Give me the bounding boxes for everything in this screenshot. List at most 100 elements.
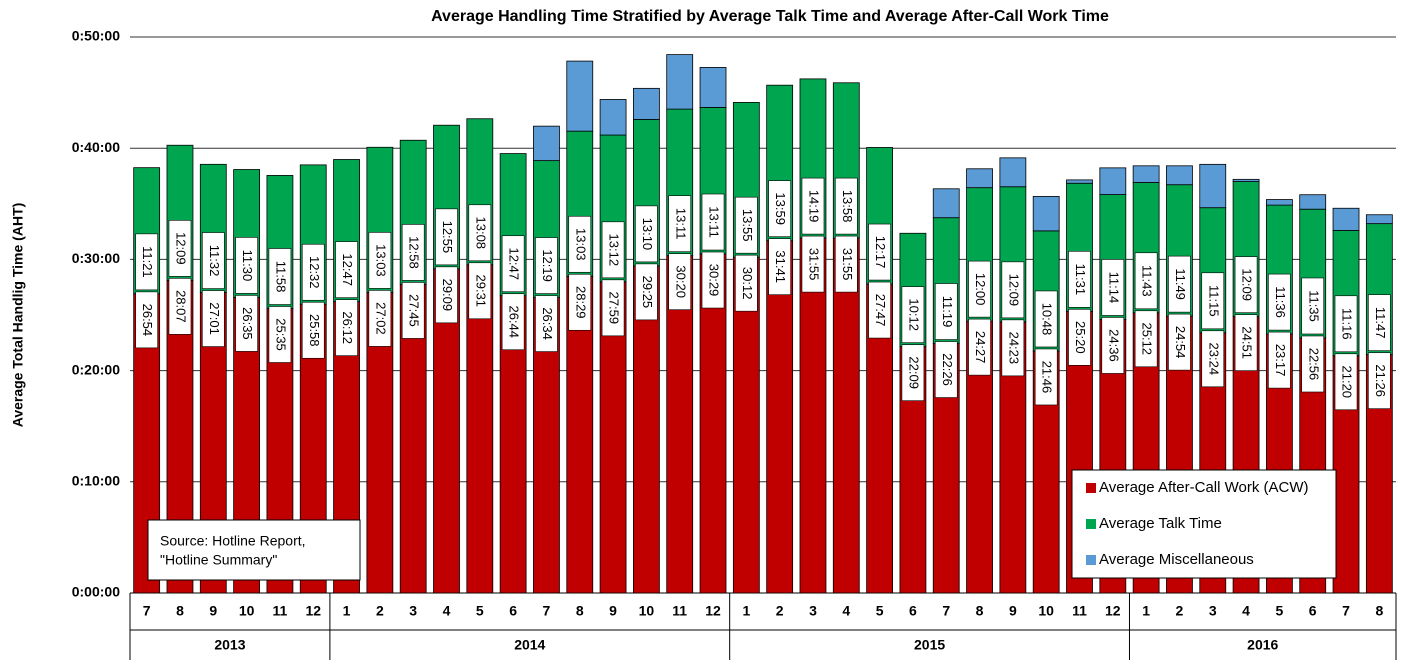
- value-label-box: [801, 235, 825, 293]
- value-label-box: [601, 279, 625, 337]
- x-tick-label: 7: [143, 603, 151, 619]
- value-label: 11:16: [1340, 308, 1355, 340]
- legend-swatch: [1086, 483, 1096, 493]
- value-label: 13:58: [840, 190, 855, 223]
- x-tick-label: 3: [809, 603, 817, 619]
- x-tick-label: 9: [609, 603, 617, 619]
- bar-segment: [1332, 207, 1360, 231]
- bar-segment: [832, 237, 860, 594]
- value-label: 26:44: [507, 305, 522, 338]
- y-axis-label: Average Total Handlig Time (AHT): [10, 203, 26, 428]
- y-tick-label: 0:00:00: [72, 584, 120, 600]
- bar-segment: [633, 265, 660, 594]
- legend-label: Average After-Call Work (ACW): [1099, 479, 1309, 496]
- value-label: 24:36: [1106, 329, 1121, 362]
- y-tick-label: 0:10:00: [72, 473, 120, 489]
- y-tick-label: 0:30:00: [72, 250, 120, 266]
- value-label: 26:35: [240, 307, 255, 340]
- legend-swatch: [1086, 555, 1096, 565]
- x-tick-label: 4: [842, 603, 850, 619]
- x-tick-label: 9: [1009, 603, 1017, 619]
- x-tick-label: 8: [976, 603, 984, 619]
- x-tick-label: 11: [672, 603, 687, 619]
- value-label-box: [1134, 252, 1158, 310]
- x-tick-label: 2: [1176, 603, 1184, 619]
- value-label-box: [301, 301, 325, 359]
- chart-title: Average Handling Time Stratified by Aver…: [431, 8, 1109, 25]
- y-tick-label: 0:20:00: [72, 361, 120, 377]
- value-label-box: [1334, 353, 1358, 411]
- value-label: 31:55: [840, 248, 855, 281]
- value-label: 26:34: [540, 307, 555, 340]
- value-label-box: [168, 278, 192, 335]
- x-tick-label: 12: [305, 603, 321, 619]
- value-label-box: [1368, 294, 1391, 351]
- value-label: 30:12: [740, 267, 755, 300]
- value-label: 11:49: [1173, 268, 1188, 300]
- value-label: 11:19: [940, 296, 955, 328]
- value-label: 30:29: [707, 264, 722, 297]
- value-label: 30:20: [673, 265, 688, 298]
- value-label: 11:35: [1306, 290, 1321, 322]
- value-label-box: [135, 233, 158, 291]
- value-label: 13:11: [707, 206, 722, 238]
- value-label: 11:14: [1106, 272, 1121, 304]
- value-label: 12:55: [440, 221, 455, 254]
- value-label: 31:41: [773, 250, 788, 283]
- bar-segment: [799, 237, 827, 594]
- x-tick-label: 11: [273, 603, 288, 619]
- value-label: 13:55: [740, 209, 755, 242]
- x-tick-label: 6: [509, 603, 517, 619]
- bar-segment: [1365, 214, 1393, 225]
- value-label-box: [668, 195, 692, 252]
- value-label-box: [1268, 273, 1291, 331]
- value-label-box: [901, 344, 925, 401]
- value-label-box: [368, 290, 392, 347]
- value-label: 13:08: [473, 217, 488, 250]
- x-tick-label: 7: [543, 603, 551, 619]
- value-label: 13:10: [640, 218, 655, 251]
- value-label: 12:58: [407, 236, 422, 269]
- value-label-box: [1201, 330, 1225, 388]
- bar-segment: [699, 253, 727, 594]
- value-label: 26:12: [340, 311, 355, 344]
- value-label: 27:47: [873, 294, 888, 327]
- value-label: 12:17: [873, 236, 888, 269]
- value-label-box: [1234, 256, 1258, 313]
- y-tick-label: 0:40:00: [72, 139, 120, 155]
- value-label-box: [501, 293, 525, 351]
- bar-segment: [633, 87, 660, 120]
- value-label: 21:26: [1373, 364, 1388, 397]
- bar-segment: [466, 264, 494, 594]
- value-label-box: [468, 204, 492, 262]
- value-label-box: [501, 235, 525, 293]
- value-label-box: [1001, 261, 1025, 319]
- value-label: 27:02: [373, 302, 388, 335]
- value-label: 28:29: [573, 286, 588, 319]
- value-label: 25:20: [1073, 321, 1088, 354]
- x-tick-label: 5: [1275, 603, 1283, 619]
- value-label: 27:45: [407, 294, 422, 327]
- bar-segment: [1166, 165, 1193, 186]
- value-label: 25:58: [307, 314, 322, 347]
- value-label: 31:55: [807, 248, 822, 281]
- legend-swatch: [1086, 519, 1096, 529]
- value-label-box: [635, 263, 658, 321]
- x-tick-label: 9: [209, 603, 217, 619]
- value-label-box: [701, 251, 725, 309]
- value-label: 11:58: [273, 261, 288, 293]
- x-group-label: 2016: [1247, 637, 1278, 653]
- value-label-box: [1101, 317, 1125, 374]
- value-label-box: [735, 196, 758, 254]
- annotation: "Hotline Summary": [160, 552, 277, 568]
- legend-label: Average Talk Time: [1099, 515, 1222, 532]
- value-label: 25:12: [1140, 323, 1155, 356]
- value-label: 11:31: [1073, 264, 1088, 296]
- value-label-box: [601, 221, 625, 279]
- value-label-box: [368, 232, 392, 289]
- value-label-box: [801, 177, 825, 235]
- y-tick-label: 0:50:00: [72, 28, 120, 44]
- value-label: 21:46: [1040, 361, 1055, 394]
- x-tick-label: 3: [409, 603, 417, 619]
- value-label-box: [968, 260, 991, 318]
